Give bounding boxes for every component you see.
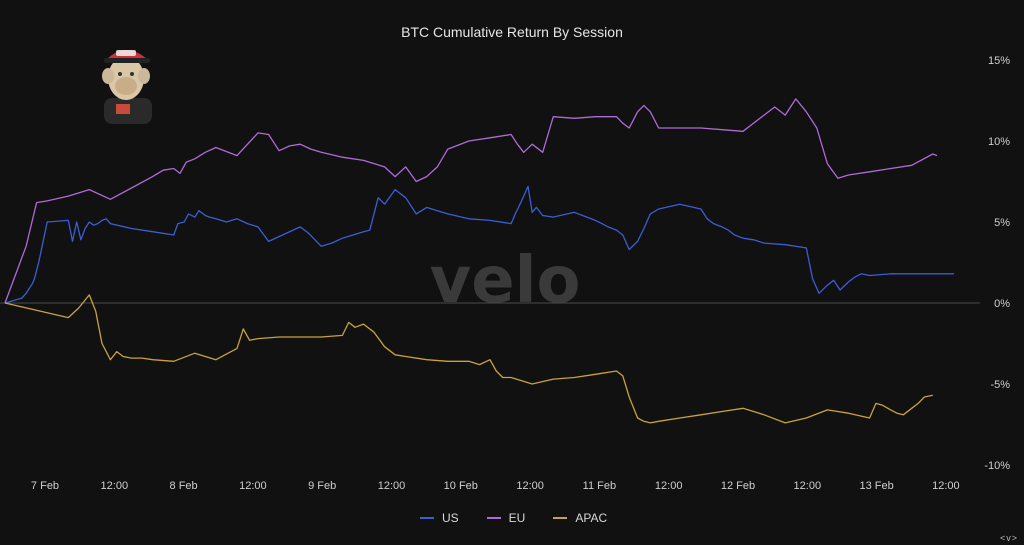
y-axis: 15% 10% 5% 0% -5% -10%: [984, 55, 1010, 472]
x-tick-label: 12:00: [101, 480, 129, 492]
x-axis: 7 Feb 12:00 8 Feb 12:00 9 Feb 12:00 10 Feb 12:0…: [31, 480, 960, 492]
x-tick-label: 13 Feb: [859, 480, 893, 492]
legend-swatch-us: [420, 517, 434, 519]
x-tick-label: 12:00: [516, 480, 544, 492]
y-tick-label: -10%: [984, 460, 1010, 472]
chart-title: BTC Cumulative Return By Session: [401, 24, 623, 40]
legend-label-apac: APAC: [575, 511, 608, 525]
legend-swatch-apac: [553, 517, 568, 519]
series-line-apac[interactable]: [4, 294, 933, 424]
series-layer: [4, 98, 954, 424]
legend-label-us: US: [442, 511, 459, 525]
y-tick-label: -5%: [990, 379, 1010, 391]
y-tick-label: 10%: [988, 136, 1010, 148]
legend-item-us[interactable]: US: [420, 511, 459, 525]
x-tick-label: 12:00: [239, 480, 267, 492]
x-tick-label: 11 Feb: [583, 480, 616, 492]
x-tick-label: 9 Feb: [308, 480, 336, 492]
x-tick-label: 12:00: [794, 480, 822, 492]
watermark: velo: [429, 244, 580, 318]
x-tick-label: 10 Feb: [444, 480, 478, 492]
legend-label-eu: EU: [508, 511, 526, 525]
x-tick-label: 12:00: [378, 480, 406, 492]
watermark-text: velo: [429, 244, 580, 318]
x-tick-label: 7 Feb: [31, 480, 59, 492]
y-tick-label: 5%: [994, 217, 1010, 229]
x-tick-label: 12:00: [655, 480, 683, 492]
pagination-arrows[interactable]: <v>: [999, 533, 1018, 543]
x-tick-label: 12 Feb: [721, 480, 755, 492]
avatar-icon: [102, 50, 152, 124]
legend-item-apac[interactable]: APAC: [553, 511, 607, 525]
y-tick-label: 0%: [994, 298, 1010, 310]
y-tick-label: 15%: [988, 55, 1010, 67]
x-tick-label: 8 Feb: [170, 480, 198, 492]
series-line-eu[interactable]: [4, 98, 938, 304]
legend-swatch-eu: [486, 517, 501, 519]
legend-item-eu[interactable]: EU: [486, 511, 526, 525]
series-line-us[interactable]: [4, 185, 954, 304]
legend: US EU APAC: [420, 511, 607, 525]
x-tick-label: 12:00: [932, 480, 960, 492]
